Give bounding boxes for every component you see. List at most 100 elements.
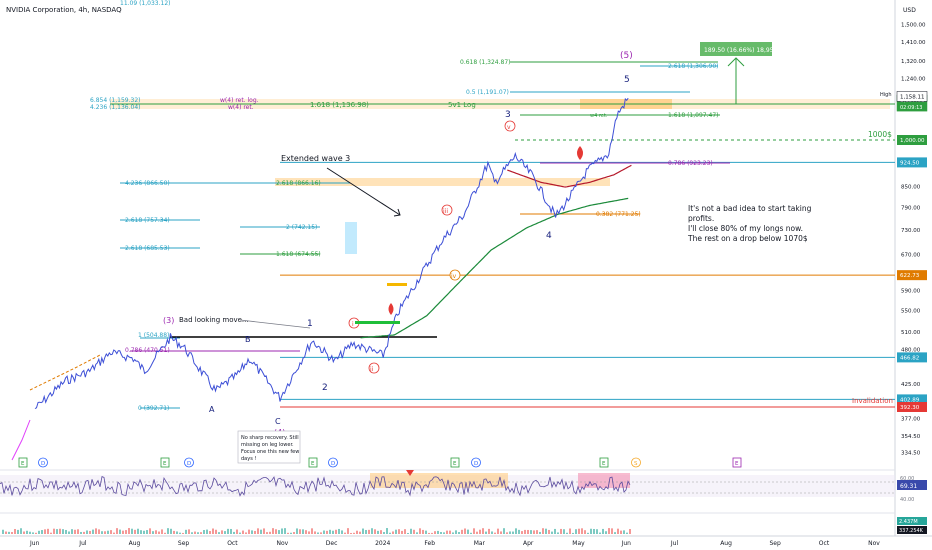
volume-bar [428,532,430,534]
rsi-value-tag [897,480,927,490]
volume-bar [92,529,94,534]
fib-2618-a: 2.618 (757.34) [125,217,170,224]
volume-bar [311,528,313,534]
wave-iii-circle [441,204,453,216]
volume-bar [491,531,493,534]
volume-bar [614,532,616,534]
level-tag-label: 1,000.00 [900,138,925,144]
volume-bar [161,529,163,534]
volume-bar [290,532,292,534]
horizontal-levels: 622.73 924.50 466.82 402.89 392.30 1,000.00 [280,135,927,412]
volume-bar [263,528,265,534]
volume-bar [458,532,460,534]
volume-bar [293,532,295,534]
volume-bar [146,530,148,534]
volume-bar [86,530,88,534]
level-tag [897,402,927,412]
volume-bar [593,528,595,534]
volume-bars [2,528,631,534]
event-e-marker [18,457,28,468]
volume-bar [461,529,463,534]
volume-bar [617,528,619,534]
volume-bar [131,528,133,534]
rsi-r1: 60.00 [900,476,914,482]
volume-bar [53,528,55,534]
x-tick-label: Sep [770,540,782,547]
volume-bar [221,530,223,534]
volume-bar [197,532,199,534]
volume-bar [347,528,349,534]
volume-bar [539,531,541,534]
level-tag-label: 466.82 [900,355,919,361]
volume-bar [320,532,322,534]
volume-bar [224,531,226,534]
volume-bar [359,531,361,534]
fib-zone-mid [275,178,610,186]
volume-bar [365,529,367,534]
rsi-divergence-triangle [406,470,414,476]
volume-bar [371,528,373,534]
volume-bar [26,530,28,534]
wave-iii-marker: iii [441,204,453,216]
price-tag-label: 1,158.11 [900,94,925,100]
wave-iv-marker: iv [449,269,461,281]
volume-bar [251,530,253,534]
orange-dashed-trend [29,354,101,391]
volume-bar [605,531,607,534]
wave-4: 4 [546,231,552,241]
event-e-marker [160,457,170,468]
x-tick-label: Jul [78,540,87,547]
volume-bar [101,531,103,534]
y-tick-label: 730.00 [901,228,921,234]
volume-bar [431,532,433,534]
y-ticks: 1,500.00 1,410.00 1,320.00 1,240.00 1,158.11… [901,22,926,456]
volume-bar [377,530,379,534]
volume-bar [374,529,376,534]
volume-bar [59,528,61,534]
volume-bar [353,532,355,534]
volume-bar [203,530,205,534]
volume-bar [398,529,400,534]
volume-bar [179,532,181,534]
volume-bar [497,528,499,534]
y-tick-label: 670.00 [901,252,921,258]
volume-bar [551,531,553,534]
volume-bar [266,532,268,534]
y-tick-label: 377.00 [901,416,921,422]
volume-bar [44,529,46,534]
y-tick-label: 790.00 [901,205,921,211]
volume-bar [464,528,466,534]
wave-a: A [209,405,215,414]
y-tick-label: 850.00 [901,184,921,190]
volume-bar [134,529,136,534]
x-tick-label: May [572,540,585,547]
fib-4236: 4.236 (866.50) [125,180,170,187]
fib-0786-r: 0.786 (923.23) [668,160,713,167]
x-tick-label: Nov [277,540,289,547]
y-tick-label: 334.50 [901,450,921,456]
event-marker-label: D [331,461,335,467]
pin-marker-2 [577,146,583,160]
volume-bar [326,530,328,534]
volume-bar [467,529,469,534]
volume-bar [587,532,589,534]
volume-bar [620,530,622,534]
volume-bar [20,528,22,534]
wave-3: 3 [505,110,511,120]
volume-bar [482,528,484,534]
volume-bar [395,529,397,534]
volume-bar [455,530,457,534]
volume-bar [479,529,481,534]
annotation-profit-3: I'll close 80% of my longs now. [688,224,803,233]
x-tick-label: Jul [670,540,679,547]
volume-bar [29,531,31,534]
volume-bar [488,528,490,534]
volume-bar [233,531,235,534]
green-bar-marker [355,321,400,324]
volume-bar [269,531,271,534]
pink-trend [11,419,31,461]
x-tick-label: Feb [424,540,435,547]
volume-bar [194,531,196,534]
volume-bar [140,530,142,534]
volume-bar [11,532,13,534]
